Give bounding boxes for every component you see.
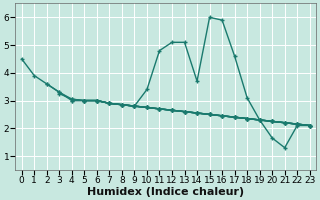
X-axis label: Humidex (Indice chaleur): Humidex (Indice chaleur) (87, 187, 244, 197)
